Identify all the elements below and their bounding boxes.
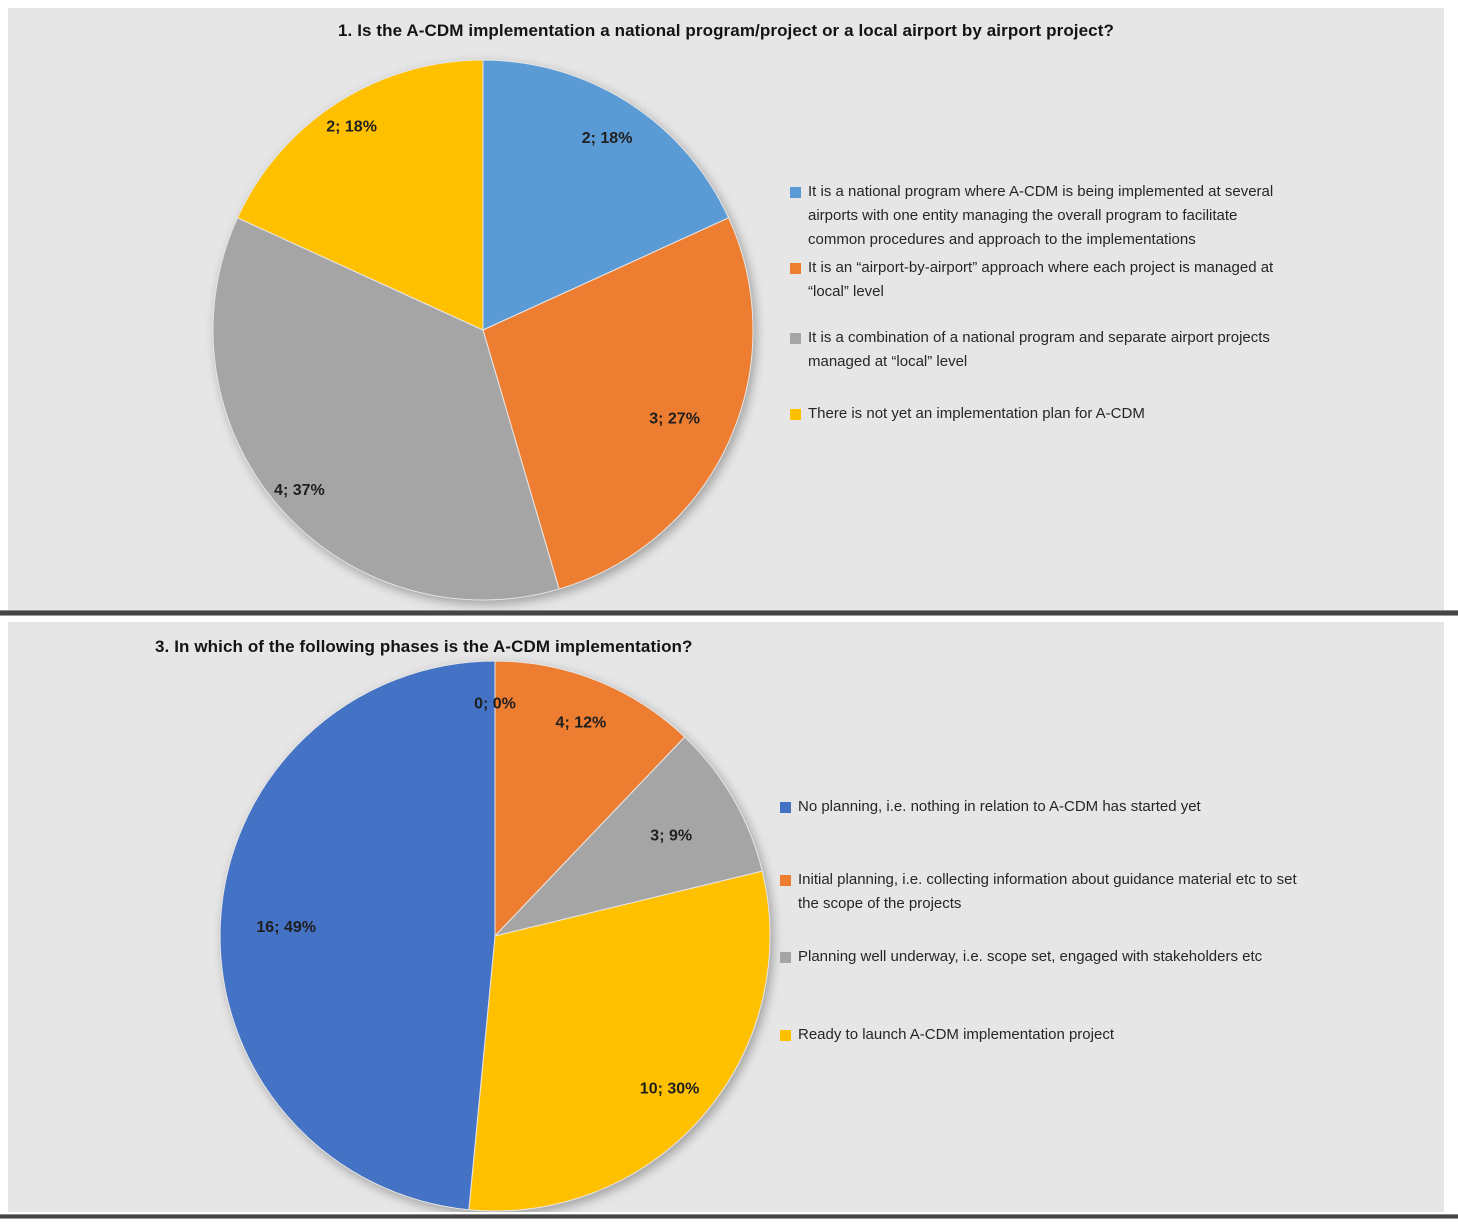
legend-label: It is an “airport-by-airport” approach w…: [808, 259, 1274, 300]
chart-3-legend: No planning, i.e. nothing in relation to…: [780, 795, 1444, 1047]
legend-label: There is not yet an implementation plan …: [808, 405, 1145, 422]
legend-label: No planning, i.e. nothing in relation to…: [798, 798, 1201, 815]
slice-data-label: 16; 49%: [256, 919, 316, 936]
legend-swatch-icon: [790, 333, 801, 344]
legend-label: Initial planning, i.e. collecting inform…: [798, 871, 1297, 912]
legend-item: Initial planning, i.e. collecting inform…: [780, 868, 1444, 916]
slice-data-label: 3; 9%: [650, 827, 692, 844]
pie-slice-1: [482, 59, 730, 331]
legend-item: It is a combination of a national progra…: [790, 326, 1444, 374]
legend-label: It is a combination of a national progra…: [808, 329, 1270, 370]
chart-3-title: 3. In which of the following phases is t…: [155, 637, 693, 656]
slice-data-label: 0; 0%: [474, 695, 516, 712]
slice-data-label: 4; 37%: [274, 482, 325, 499]
chart-1-legend: It is a national program where A-CDM is …: [790, 180, 1444, 426]
pie-slice-4: [468, 870, 771, 1212]
legend-item: No planning, i.e. nothing in relation to…: [780, 795, 1444, 819]
slice-data-label: 4; 12%: [556, 715, 607, 732]
pie-slice-5: [219, 660, 496, 1211]
legend-swatch-icon: [780, 802, 791, 813]
panel-divider: [0, 610, 1458, 616]
pie-slice-2: [494, 660, 686, 937]
legend-item: Planning well underway, i.e. scope set, …: [780, 945, 1444, 969]
legend-item: There is not yet an implementation plan …: [790, 402, 1444, 426]
legend-label: It is a national program where A-CDM is …: [808, 183, 1274, 248]
legend-swatch-icon: [790, 187, 801, 198]
legend-swatch-icon: [780, 875, 791, 886]
pie-chart-1: 2; 18% 3; 27% 4; 37% 2; 18%: [212, 59, 754, 601]
legend-swatch-icon: [780, 952, 791, 963]
pie-slice-4: [236, 59, 484, 331]
pie-slice-3: [212, 217, 560, 601]
pie-slice-2: [482, 217, 754, 590]
legend-item: It is a national program where A-CDM is …: [790, 180, 1444, 252]
pie-slice-3: [494, 736, 763, 937]
legend-swatch-icon: [790, 263, 801, 274]
legend-swatch-icon: [790, 409, 801, 420]
pie-chart-3: 0; 0% 4; 12% 3; 9% 10; 30% 16; 49%: [219, 660, 771, 1212]
legend-label: Ready to launch A-CDM implementation pro…: [798, 1026, 1114, 1043]
question-3-chart-panel: 3. In which of the following phases is t…: [8, 622, 1444, 1212]
slice-data-label: 2; 18%: [582, 130, 633, 147]
slice-data-label: 10; 30%: [640, 1080, 700, 1097]
chart-1-title: 1. Is the A-CDM implementation a nationa…: [338, 21, 1114, 40]
question-1-chart-panel: 1. Is the A-CDM implementation a nationa…: [8, 8, 1444, 610]
bottom-border: [0, 1214, 1458, 1219]
slice-data-label: 2; 18%: [326, 119, 377, 136]
legend-item: It is an “airport-by-airport” approach w…: [790, 256, 1444, 304]
slice-data-label: 3; 27%: [649, 411, 700, 428]
legend-label: Planning well underway, i.e. scope set, …: [798, 948, 1263, 965]
legend-item: Ready to launch A-CDM implementation pro…: [780, 1023, 1444, 1047]
legend-swatch-icon: [780, 1030, 791, 1041]
